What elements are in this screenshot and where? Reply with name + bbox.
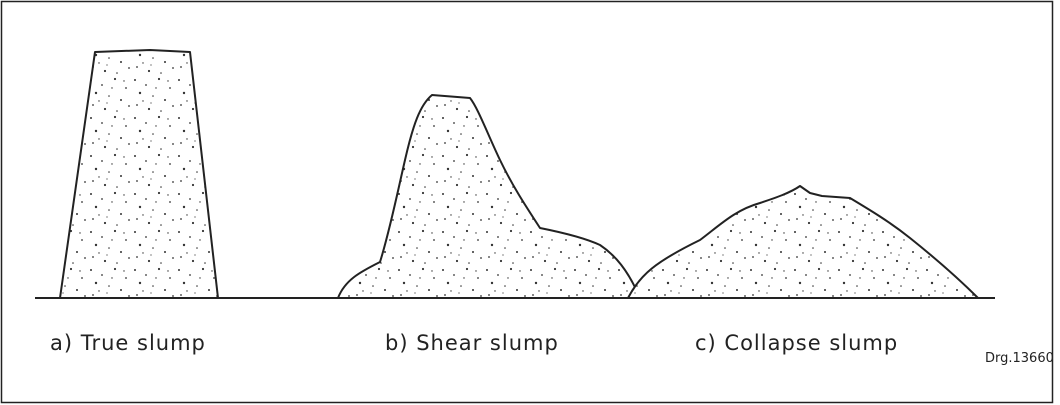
shear-slump-shape [337, 94, 641, 299]
collapse-slump-shape [627, 185, 979, 299]
true-slump-shape [59, 49, 219, 299]
figure-label: c) Collapse slump [695, 331, 898, 355]
figure-label: b) Shear slump [385, 331, 559, 355]
drawing-number: Drg.13660 [985, 351, 1054, 366]
figure-label: a) True slump [50, 331, 206, 355]
